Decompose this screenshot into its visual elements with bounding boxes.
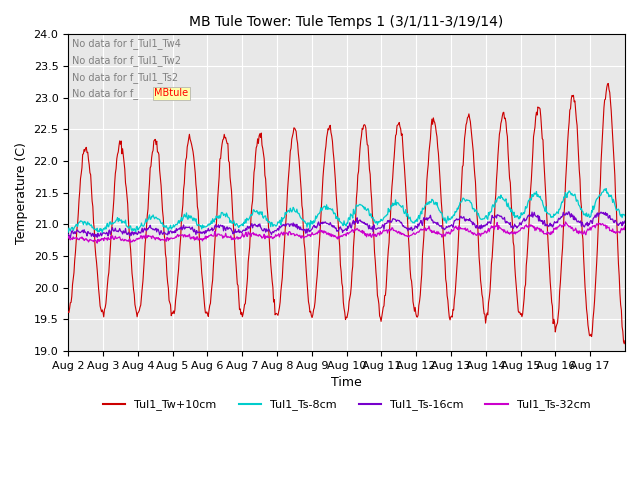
X-axis label: Time: Time [332,376,362,389]
Text: No data for f_Tul1_Tw4: No data for f_Tul1_Tw4 [72,38,181,49]
Text: No data for f_: No data for f_ [72,88,138,99]
Y-axis label: Temperature (C): Temperature (C) [15,142,28,243]
Text: No data for f_Tul1_Ts2: No data for f_Tul1_Ts2 [72,72,179,83]
Text: MBtule: MBtule [154,88,188,98]
Legend: Tul1_Tw+10cm, Tul1_Ts-8cm, Tul1_Ts-16cm, Tul1_Ts-32cm: Tul1_Tw+10cm, Tul1_Ts-8cm, Tul1_Ts-16cm,… [99,395,595,415]
Title: MB Tule Tower: Tule Temps 1 (3/1/11-3/19/14): MB Tule Tower: Tule Temps 1 (3/1/11-3/19… [189,15,504,29]
Text: No data for f_Tul1_Tw2: No data for f_Tul1_Tw2 [72,55,181,66]
